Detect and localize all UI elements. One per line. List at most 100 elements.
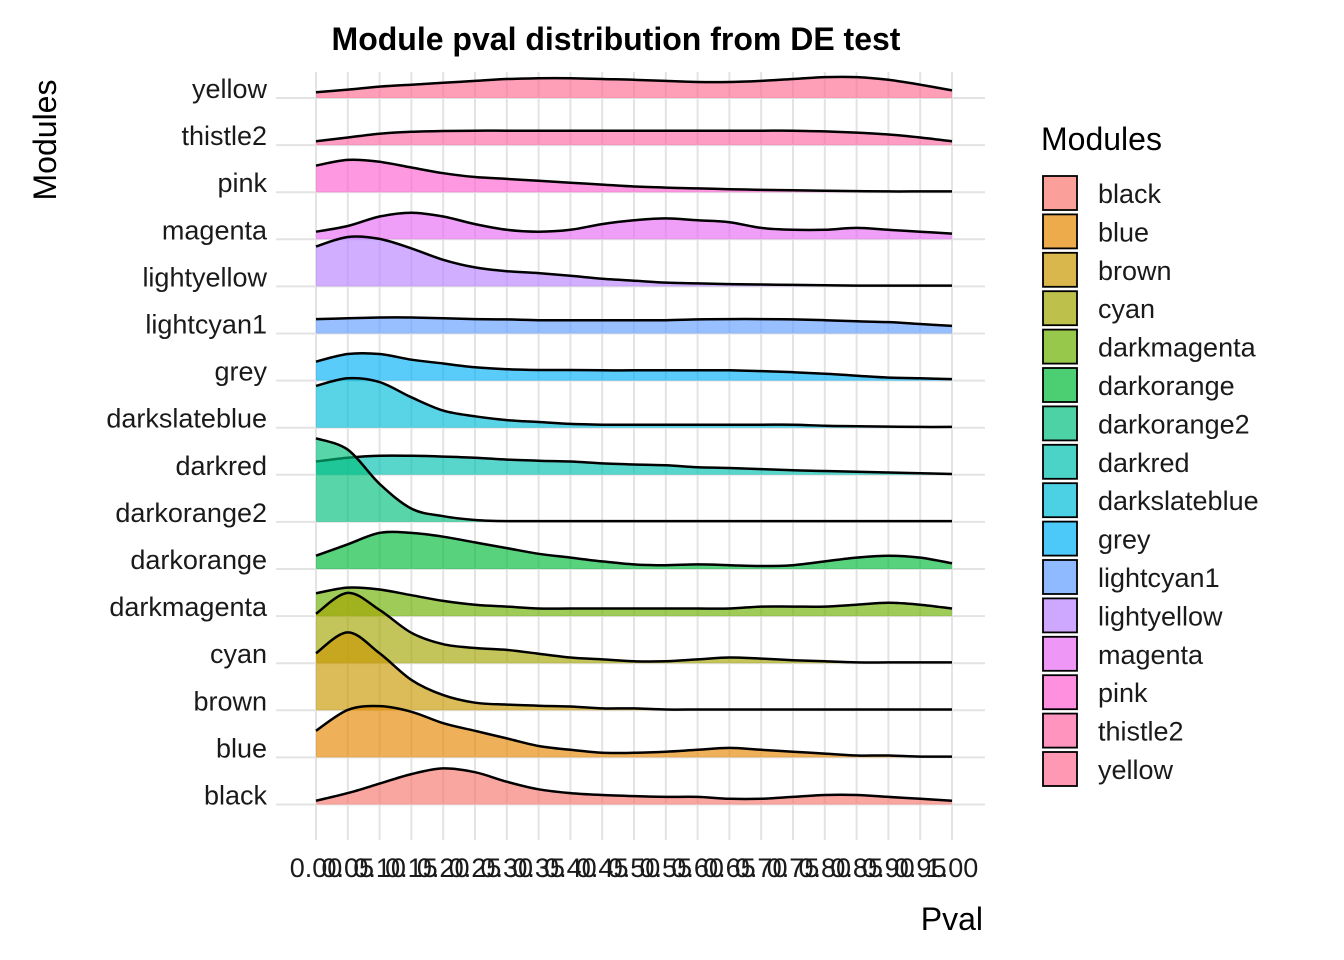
y-tick-lightcyan1: lightcyan1 [145,310,267,340]
ridge-line-darkslateblue [315,376,953,429]
legend-swatch-yellow [1042,751,1078,787]
ridge-line-darkred [315,454,953,476]
x-tick-11: 0.55 [640,853,693,883]
y-tick-magenta: magenta [162,215,268,245]
x-tick-8: 0.40 [544,853,597,883]
x-tick-14: 0.70 [735,853,788,883]
ridge-line-thistle2 [315,129,953,143]
legend-label-brown: brown [1098,256,1172,286]
legend-swatch-darkorange2 [1042,405,1078,442]
legend-label-darkred: darkred [1098,448,1190,478]
y-tick-darkslateblue: darkslateblue [106,404,267,434]
x-tick-12: 0.60 [671,853,724,883]
ridge-fill-grey [316,353,952,381]
x-axis-title: Pval [921,901,983,937]
x-tick-6: 0.30 [481,853,534,883]
x-tick-9: 0.45 [576,853,629,883]
ridge-fill-lightyellow [316,236,952,287]
y-tick-pink: pink [217,168,267,198]
y-axis-title: Modules [27,80,63,201]
legend-label-darkslateblue: darkslateblue [1098,486,1259,516]
ridge-line-brown [315,631,952,711]
ridge-line-pink [315,158,952,193]
x-tick-2: 0.10 [353,853,406,883]
x-tick-16: 0.80 [799,853,852,883]
x-tick-7: 0.35 [512,853,565,883]
ridge-line-darkorange2 [315,437,952,523]
y-tick-black: black [204,781,268,811]
legend-label-thistle2: thistle2 [1098,717,1184,747]
legend-label-yellow: yellow [1098,755,1174,785]
ridge-fill-pink [316,159,952,193]
legend-swatch-pink [1042,674,1078,711]
ridge-fill-brown [316,632,952,711]
legend-swatch-lightyellow [1042,597,1078,634]
y-tick-labels: black blue brown cyan darkmagenta darkorange d… [106,74,268,811]
ridge-fill-thistle2 [316,130,952,146]
ridge-fill-lightcyan1 [316,317,952,334]
ridge-line-magenta [315,211,953,235]
x-tick-3: 0.15 [385,853,438,883]
x-tick-20: 1.00 [926,853,979,883]
y-tick-grey: grey [214,357,267,387]
legend-swatch-darkmagenta [1042,328,1078,365]
x-tick-18: 0.90 [862,853,915,883]
y-tick-darkmagenta: darkmagenta [109,592,268,622]
ridge-line-black [315,767,953,802]
ridge-line-lightyellow [315,235,952,287]
x-tick-13: 0.65 [703,853,756,883]
ridges [315,75,953,805]
x-tick-17: 0.85 [830,853,883,883]
legend-swatch-brown [1042,251,1078,288]
ridge-fill-magenta [316,212,952,240]
legend-swatch-darkslateblue [1042,482,1078,519]
legend-swatch-lightcyan1 [1042,559,1078,595]
legend-label-darkorange: darkorange [1098,371,1235,401]
ridge-fill-darkmagenta [316,587,952,617]
legend-label-cyan: cyan [1098,294,1155,324]
chart-title: Module pval distribution from DE test [332,21,901,57]
legend-swatch-magenta [1042,635,1078,672]
legend-swatch-thistle2 [1042,712,1078,749]
x-tick-labels: 0.000.050.100.150.200.250.300.350.400.45… [290,853,979,883]
x-tick-10: 0.50 [608,853,661,883]
x-tick-1: 0.05 [322,853,375,883]
y-tick-thistle2: thistle2 [181,121,267,151]
legend-label-pink: pink [1098,678,1148,708]
legend-swatch-grey [1042,520,1078,557]
ridge-fill-darkorange [316,531,952,569]
ridge-line-lightcyan1 [315,316,953,328]
ridge-fill-black [316,768,952,805]
y-tick-brown: brown [193,686,267,716]
ridge-line-cyan [315,591,952,664]
ridge-line-darkmagenta [315,586,953,610]
legend-swatch-darkorange [1042,367,1078,403]
y-tick-cyan: cyan [210,639,267,669]
y-tick-lightyellow: lightyellow [142,262,267,292]
legend-swatch-darkred [1042,443,1078,480]
ridge-fill-darkorange2 [316,438,952,522]
x-tick-19: 0.95 [894,853,947,883]
y-tick-darkorange: darkorange [130,545,267,575]
legend-label-darkmagenta: darkmagenta [1098,333,1257,363]
ridge-line-grey [315,351,953,381]
y-tick-darkred: darkred [175,451,267,481]
legend-title: Modules [1041,121,1162,157]
legend-label-darkorange2: darkorange2 [1098,409,1250,439]
legend-swatch-cyan [1042,290,1078,327]
y-tick-yellow: yellow [192,74,268,104]
ridge-line-darkorange [315,530,953,568]
y-tick-darkorange2: darkorange2 [115,498,267,528]
legend-label-lightyellow: lightyellow [1098,601,1223,631]
legend-label-magenta: magenta [1098,640,1204,670]
ridge-line-blue [315,704,953,758]
legend-label-grey: grey [1098,525,1151,555]
ridge-fill-blue [316,705,952,758]
ridge-line-yellow [315,75,953,94]
x-tick-15: 0.75 [767,853,820,883]
x-tick-5: 0.25 [449,853,502,883]
x-tick-0: 0.00 [290,853,343,883]
legend-label-blue: blue [1098,217,1149,247]
